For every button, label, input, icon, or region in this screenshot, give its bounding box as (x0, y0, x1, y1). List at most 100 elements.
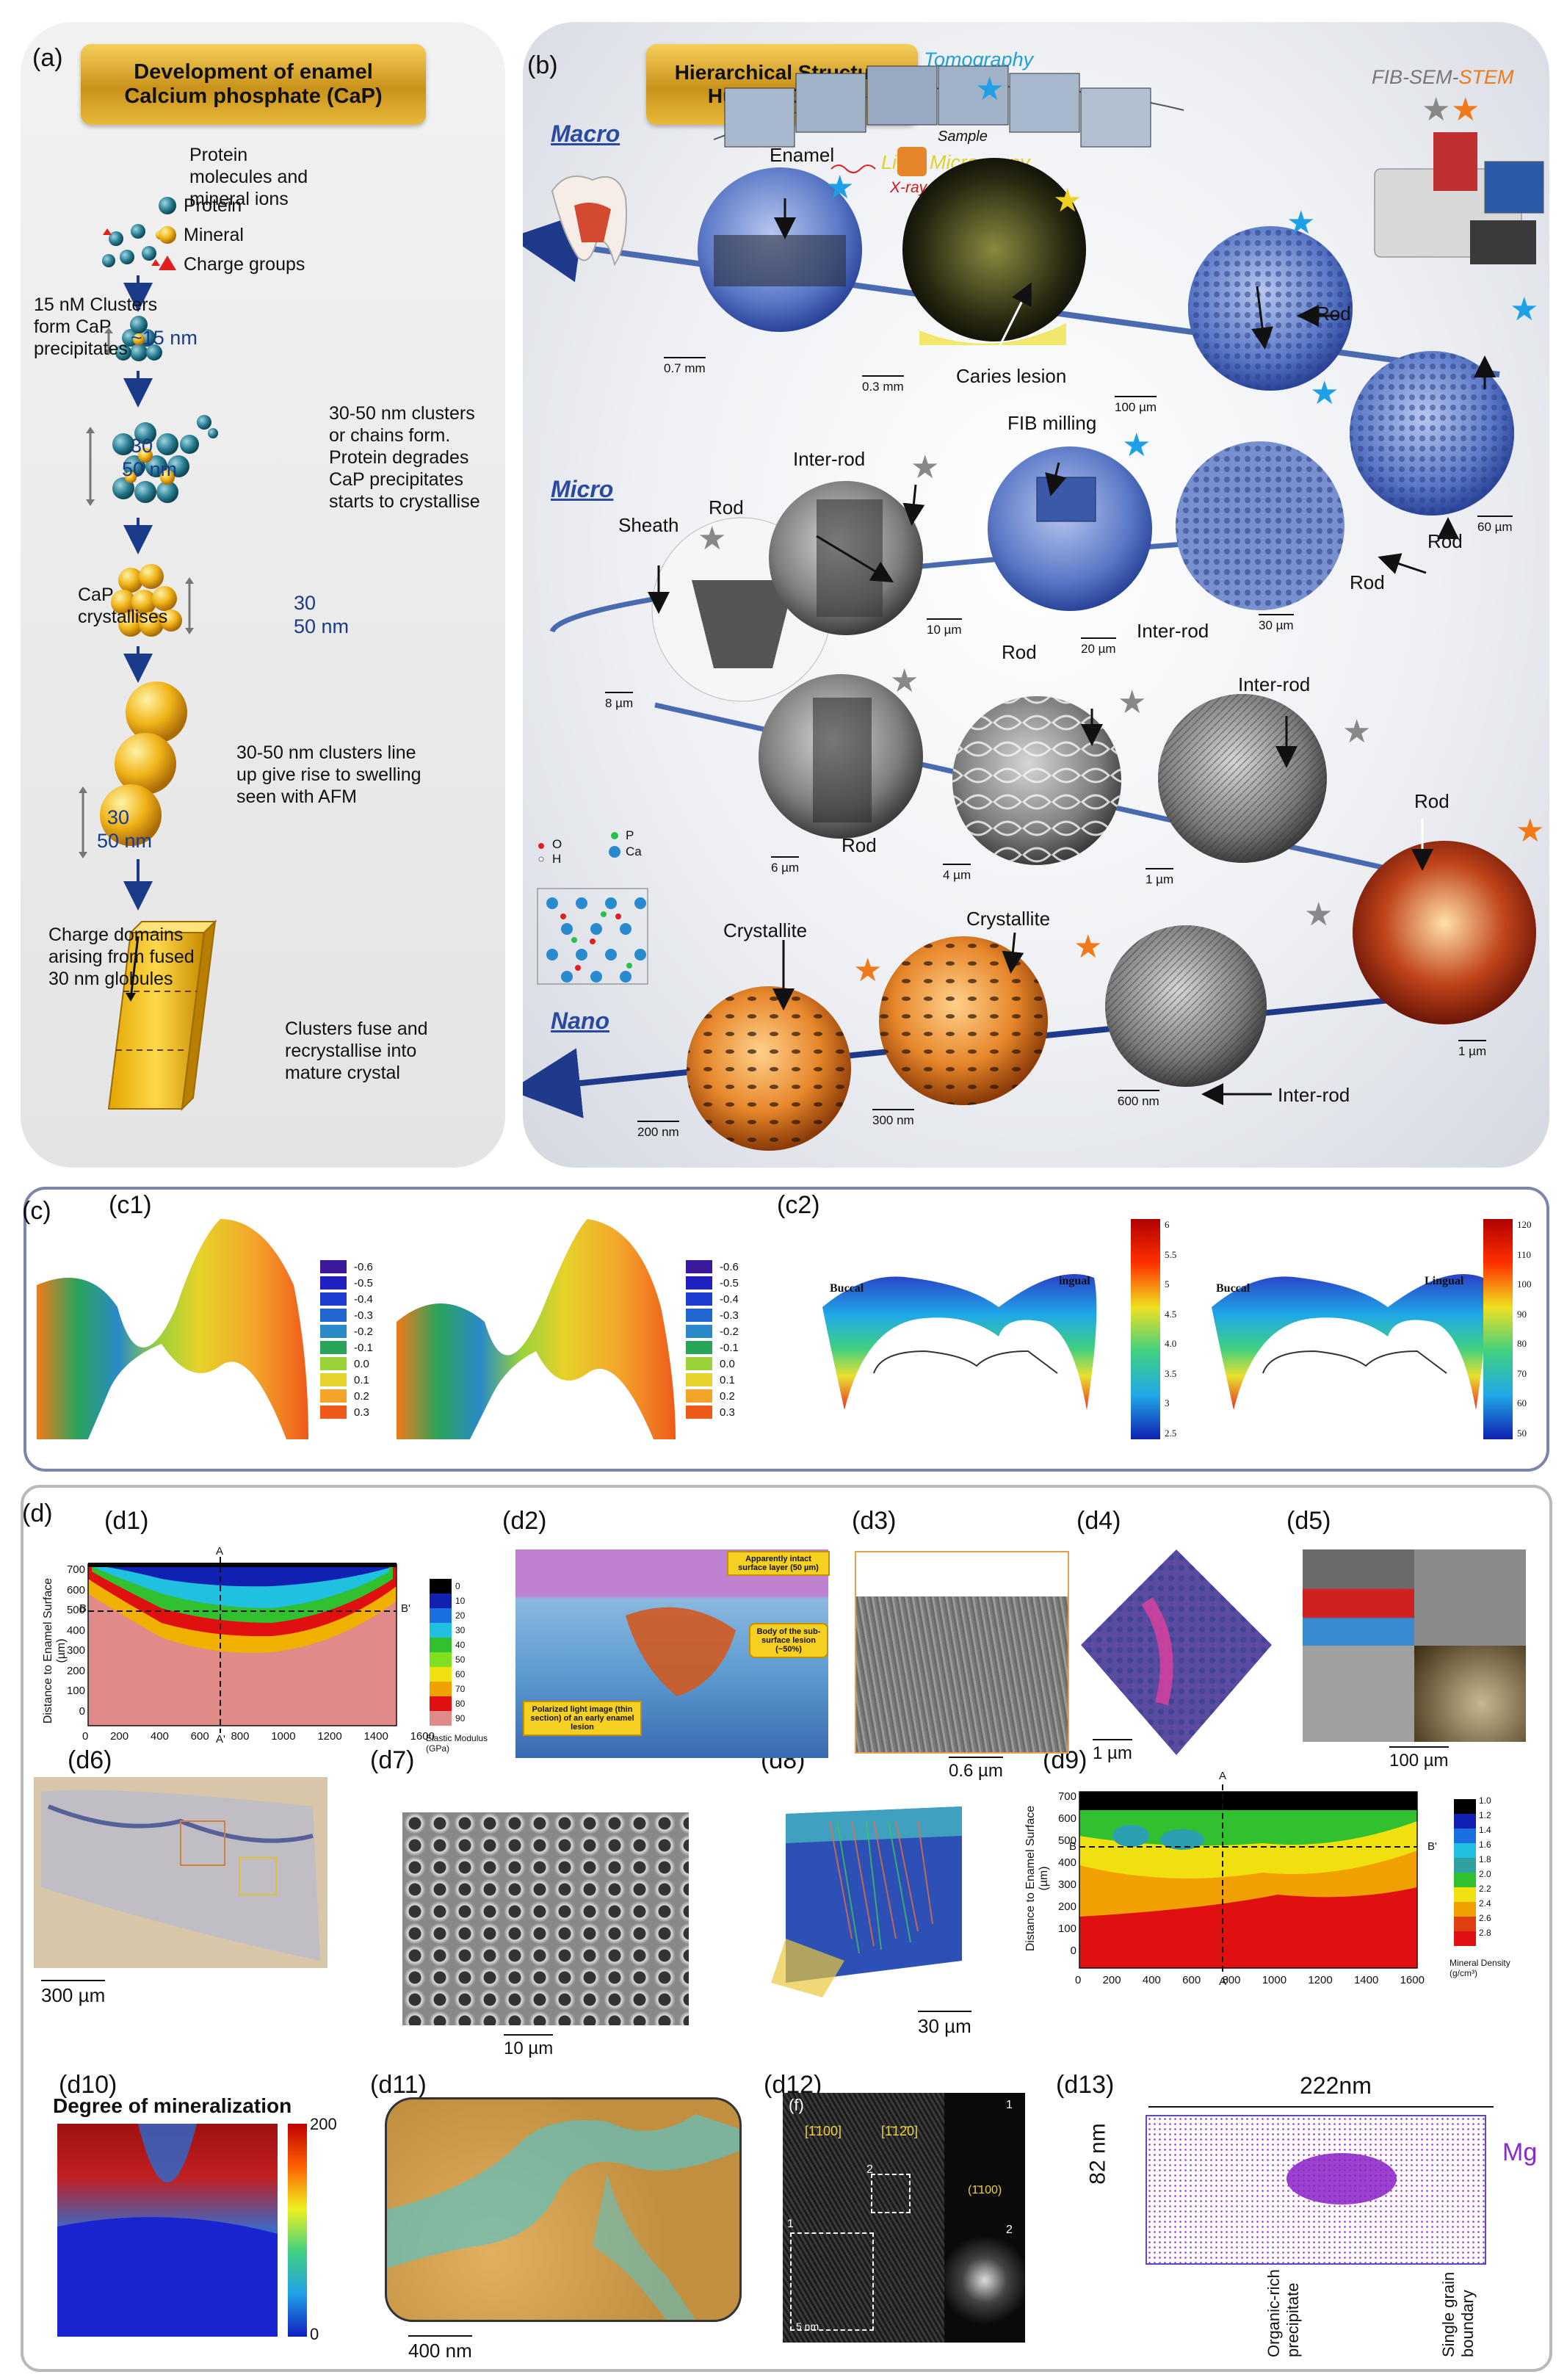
light-star-icon: ★ (1053, 183, 1082, 219)
c2-scale-right: 120 110 100 90 80 70 60 50 (1517, 1219, 1546, 1439)
d1-xticks: 0 200 400 600 800 1000 1200 1400 1600 (82, 1730, 435, 1743)
d12-box-n2: 2 (866, 2163, 873, 2176)
d13-element-label: Mg (1502, 2138, 1538, 2166)
xray-label: X-ray (889, 179, 928, 196)
scale-20um: 20 µm (1081, 637, 1116, 656)
d12-n2: 2 (1006, 2224, 1013, 2236)
panel-b-diagram: X-ray Sample (523, 65, 1544, 1151)
c1-scale-swatch (686, 1373, 712, 1386)
c1-scale-entry: -0.1 (686, 1339, 752, 1356)
d12-idx1: [1̄100] (805, 2124, 842, 2138)
d7-scale: 10 µm (504, 2034, 554, 2058)
c1-scale-swatch (320, 1341, 347, 1354)
stage2-text: 15 nM Clusters form CaP precipitates (34, 294, 158, 359)
c1-scale-entry: -0.2 (686, 1323, 752, 1339)
d1-legend-values: 0 10 20 30 40 50 60 70 80 90 (455, 1581, 466, 1723)
d10-map (57, 2124, 278, 2337)
micro-star-1-icon: ★ (911, 449, 940, 485)
scale-4um: 4 µm (943, 864, 971, 882)
panel-a-title-line2: Calcium phosphate (CaP) (124, 84, 383, 108)
d12-idx3: (1̄100) (968, 2184, 1002, 2196)
c1-scale-entry: 0.1 (686, 1372, 752, 1388)
legend-mineral-icon (159, 226, 176, 244)
macro-star-1-icon: ★ (825, 170, 855, 206)
d13-width-line (1148, 2106, 1494, 2108)
c1-scale-entry: 0.1 (320, 1372, 386, 1388)
cluster-15nm (115, 316, 162, 361)
c2-maps (822, 1219, 1513, 1439)
d10-max: 200 (310, 2115, 337, 2133)
tooth-icon (551, 176, 627, 267)
d1-marker-b: B (79, 1602, 87, 1615)
c1-scale-entry: 0.2 (320, 1388, 386, 1404)
c1-scale-value: -0.2 (720, 1325, 739, 1338)
d9-marker-b: B (1069, 1840, 1077, 1853)
c1-scale-swatch (686, 1325, 712, 1338)
c1-scale-value: -0.3 (354, 1309, 373, 1322)
d13-grain-label: Single grain boundary (1439, 2271, 1477, 2357)
legend-charge-icon (159, 256, 176, 270)
c1-scale-left: -0.6 -0.5 -0.4 -0.3 -0.2 -0.1 0.0 0.1 0.2 0.3 (320, 1259, 386, 1420)
scale-07mm: 0.7 mm (664, 357, 706, 375)
d9-ylabel: Distance to Enamel Surface (µm) (1024, 1805, 1050, 1952)
scale-10um: 10 µm (927, 618, 962, 637)
tomography-strip (713, 65, 1184, 176)
scale-600nm: 600 nm (1118, 1090, 1159, 1108)
stage3-size-30: 30 (131, 435, 153, 457)
c1-scale-entry: -0.6 (686, 1259, 752, 1275)
d4-tomogram (1081, 1549, 1272, 1755)
d9-marker-a: A (1219, 1770, 1227, 1782)
d7-label: (d7) (370, 1746, 415, 1774)
c1-scale-entry: -0.4 (320, 1291, 386, 1307)
legend-protein-icon (159, 197, 176, 214)
d8-scale: 30 µm (918, 2011, 971, 2037)
c2-scale-left: 6 5.5 5 4.5 4.0 3.5 3 2.5 (1165, 1219, 1194, 1439)
micro-star-2-icon: ★ (1122, 427, 1151, 463)
c2-colorbar-tick: 4.5 (1165, 1308, 1177, 1320)
c1-scale-swatch (686, 1389, 712, 1403)
enamel-label: Enamel (770, 144, 835, 166)
micro-label: Micro (551, 476, 614, 502)
c1-scale-value: 0.2 (720, 1389, 735, 1403)
macro-star-2-icon: ★ (1286, 205, 1316, 241)
c1-scale-value: 0.3 (720, 1406, 735, 1419)
c1-scale-swatch (320, 1373, 347, 1386)
scale-100um: 100 µm (1115, 396, 1157, 414)
stage4-size-30: 30 (294, 592, 316, 614)
panel-c1-label: (c1) (109, 1191, 152, 1219)
scale-60um: 60 µm (1477, 516, 1513, 534)
d9-xticks: 0 200 400 600 800 1000 1200 1400 1600 (1075, 1974, 1425, 1986)
c1-scale-value: 0.0 (720, 1357, 735, 1370)
rod-stem-image (1353, 841, 1536, 1024)
rod-label-2: Rod (1427, 530, 1463, 552)
rod-label-7: Rod (1414, 790, 1450, 812)
c1-scale-value: -0.3 (720, 1309, 739, 1322)
c2-buccal-right: Buccal (1216, 1282, 1251, 1295)
d6-image (34, 1777, 327, 1968)
d6-scale: 300 µm (41, 1980, 106, 2006)
fib-sem-instrument (1374, 132, 1544, 264)
d1-marker-b2: B' (401, 1602, 410, 1615)
stage5-size-50: 50 nm (97, 830, 153, 852)
c1-scale-swatch (320, 1309, 347, 1322)
d5-label: (d5) (1286, 1507, 1331, 1535)
c1-scale-value: -0.6 (354, 1260, 373, 1273)
stage4-size-50: 50 nm (294, 615, 350, 637)
row3-star-4-icon: ★ (1516, 813, 1545, 849)
c1-scale-entry: -0.3 (686, 1307, 752, 1323)
d2-callout-surface: Apparently intact surface layer (50 µm) (727, 1551, 830, 1576)
panel-d-label: (d) (22, 1500, 53, 1527)
c2-colorbar-right (1483, 1219, 1513, 1439)
light-microscopy-image (902, 158, 1086, 341)
c2-colorbar-tick: 5.5 (1165, 1248, 1177, 1260)
c1-scale-value: -0.4 (354, 1292, 373, 1306)
d12-idx2: [1̄12̄0] (881, 2124, 919, 2138)
cap-crystal-cluster (111, 564, 182, 637)
rod-label-4: Rod (1350, 571, 1385, 593)
c1-scale-entry: 0.3 (320, 1404, 386, 1420)
c1-scale-value: 0.3 (354, 1406, 369, 1419)
d2-callout-body: Body of the sub-surface lesion (~50%) (749, 1623, 828, 1658)
c1-scale-entry: -0.1 (320, 1339, 386, 1356)
d1-legend-title: Elastic Modulus (GPa) (426, 1733, 488, 1754)
scale-03mm: 0.3 mm (862, 375, 904, 394)
